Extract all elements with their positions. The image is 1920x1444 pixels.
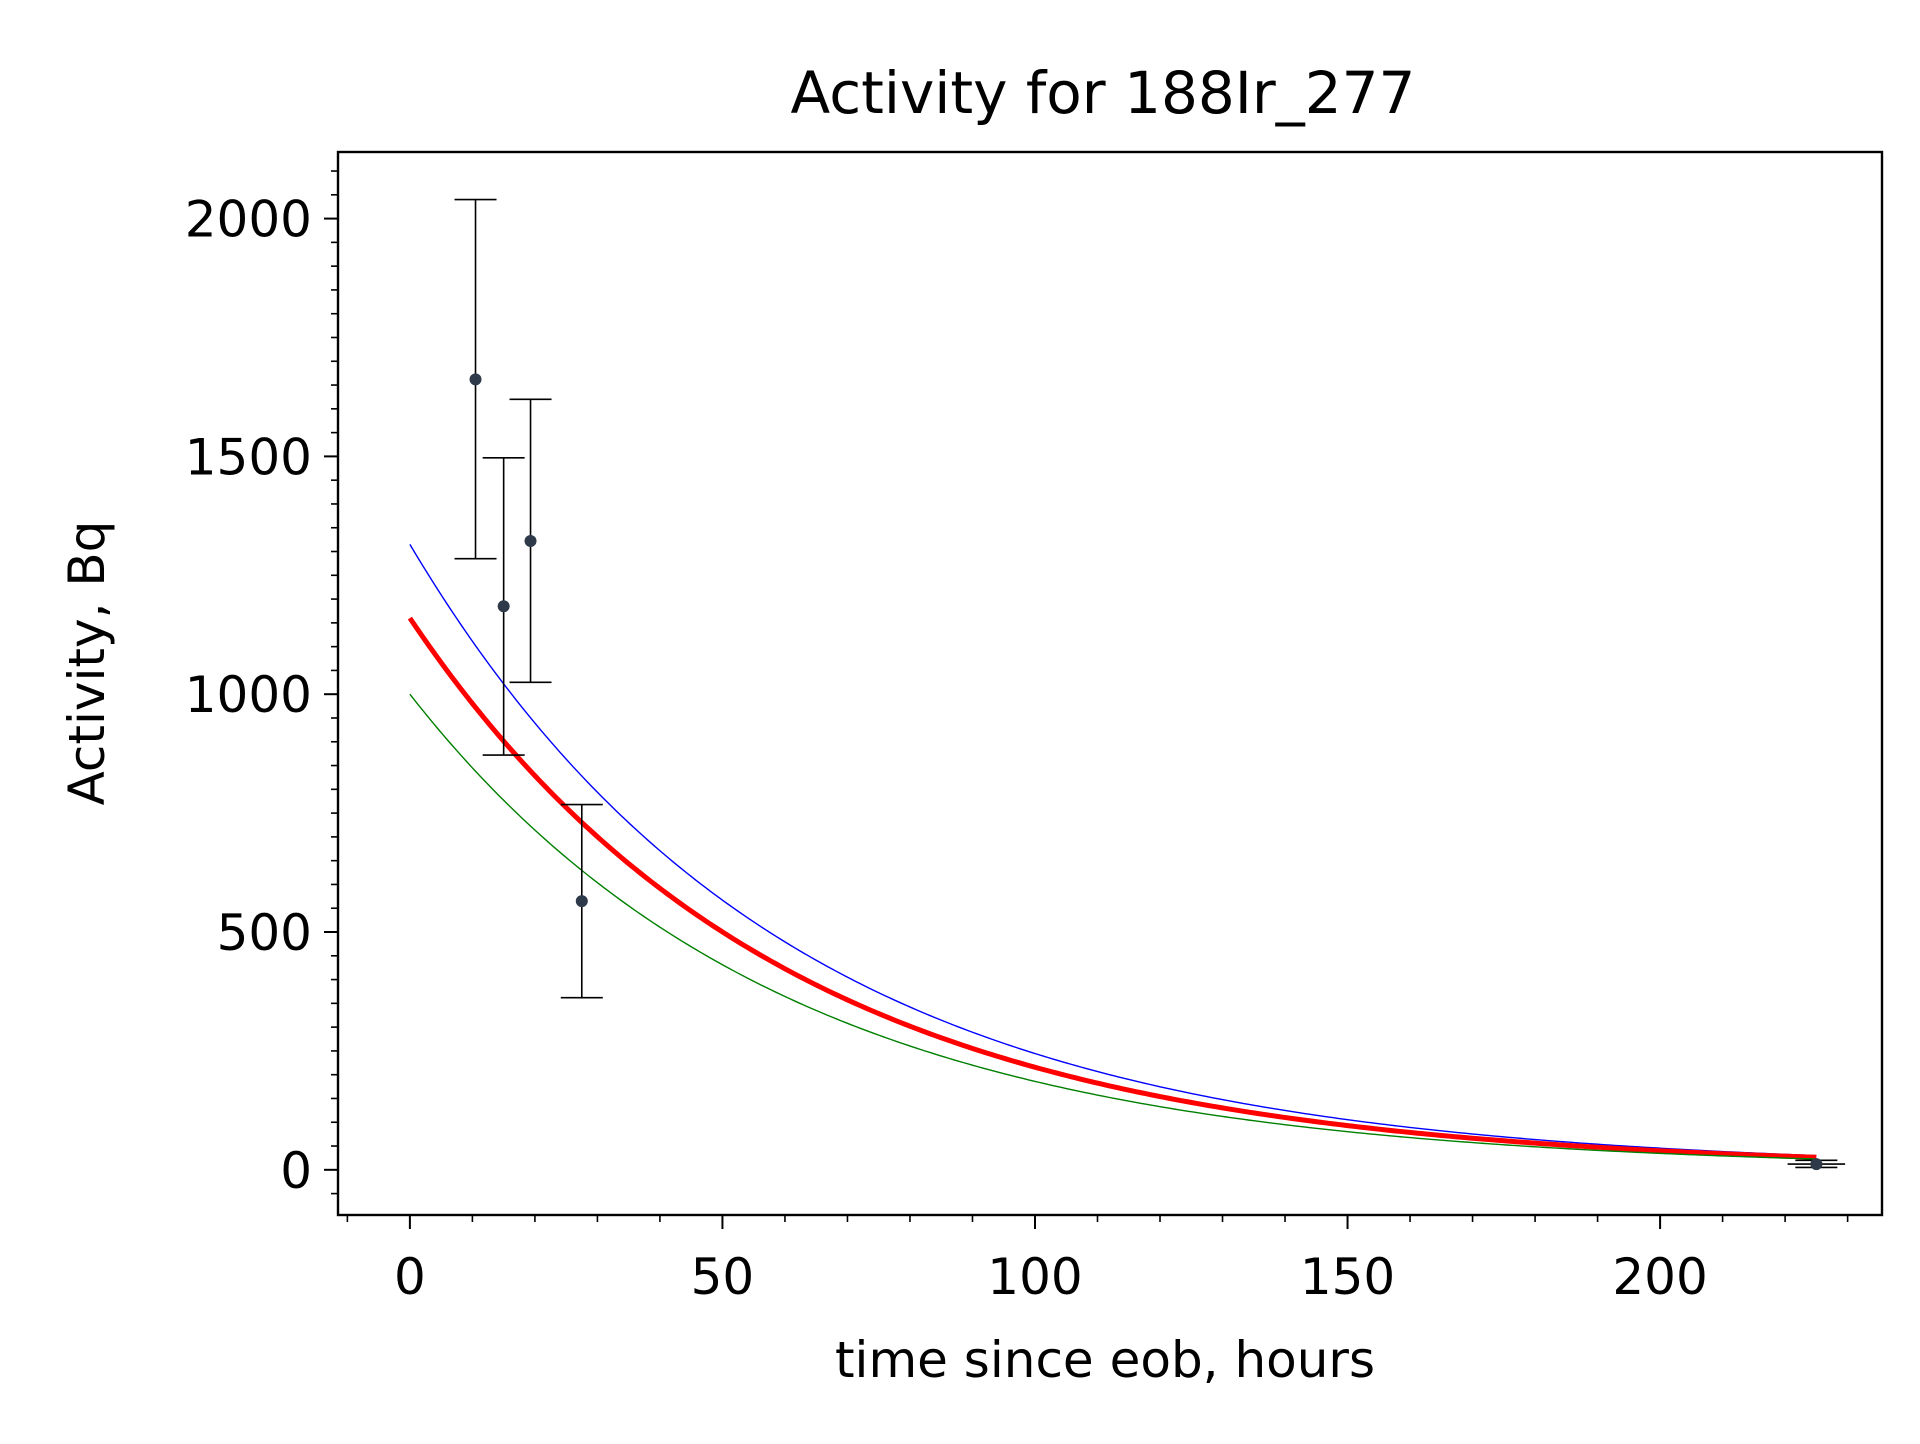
y-tick-label-0: 0 bbox=[280, 1142, 312, 1200]
y-tick-label-2000: 2000 bbox=[185, 191, 312, 249]
y-tick-label-500: 500 bbox=[217, 904, 312, 962]
x-tick-label-200: 200 bbox=[1612, 1248, 1707, 1306]
data-point-4 bbox=[1810, 1158, 1823, 1171]
x-axis-label: time since eob, hours bbox=[835, 1331, 1375, 1389]
fit-curve-1 bbox=[407, 616, 1817, 1160]
chart-title: Activity for 188Ir_277 bbox=[791, 59, 1416, 127]
data-point-3 bbox=[575, 895, 588, 908]
data-point-1 bbox=[497, 600, 510, 613]
data-point-2 bbox=[524, 535, 537, 548]
x-tick-label-100: 100 bbox=[987, 1248, 1082, 1306]
x-tick-label-50: 50 bbox=[691, 1248, 755, 1306]
fit-curve-0 bbox=[409, 544, 1817, 1157]
y-tick-label-1000: 1000 bbox=[185, 666, 312, 724]
x-tick-label-150: 150 bbox=[1300, 1248, 1395, 1306]
fit-curve-2 bbox=[409, 693, 1817, 1160]
plot-frame bbox=[336, 150, 1884, 1217]
y-tick-label-1500: 1500 bbox=[185, 428, 312, 486]
data-point-0 bbox=[469, 373, 482, 386]
y-axis-label: Activity, Bq bbox=[58, 521, 116, 806]
x-tick-label-0: 0 bbox=[394, 1248, 426, 1306]
